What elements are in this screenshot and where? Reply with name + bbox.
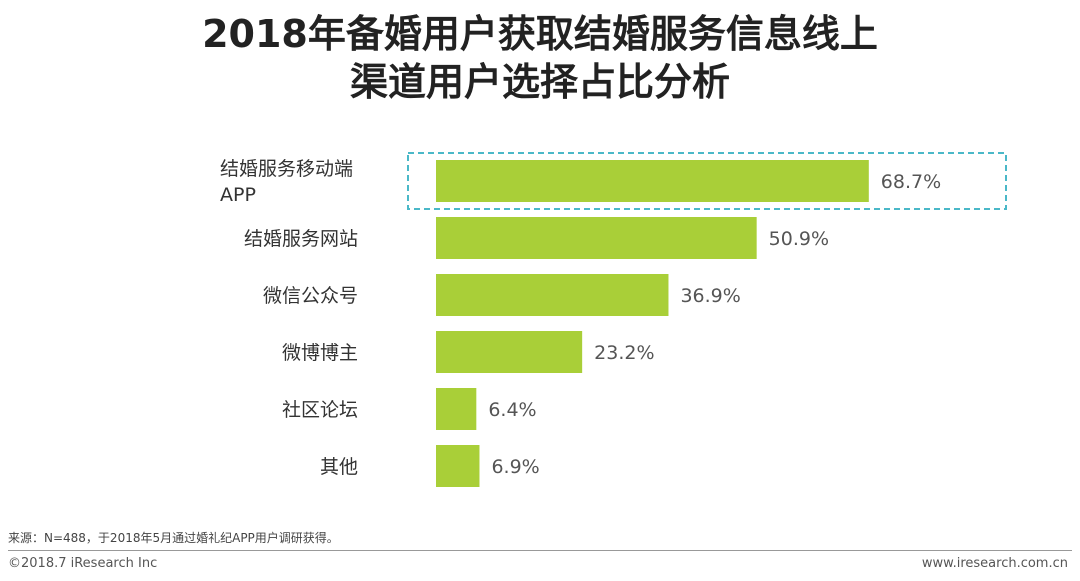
bar-4 xyxy=(436,388,477,430)
category-label-0-line-1: APP xyxy=(220,184,256,206)
bar-chart: 68.7% 结婚服务移动端 APP 50.9% 结婚服务网站 36.9% 微信公众号 23.2… xyxy=(220,152,1007,487)
website-link[interactable]: www.iresearch.com.cn xyxy=(921,556,1068,571)
bar-0 xyxy=(436,160,869,202)
value-label-4: 6.4% xyxy=(488,399,536,421)
highlight-box xyxy=(407,152,1007,210)
category-label-0-line-0: 结婚服务移动端 xyxy=(220,158,353,180)
data-source-note: 来源：N=488，于2018年5月通过婚礼纪APP用户调研获得。 xyxy=(8,531,339,545)
title-line-2: 渠道用户选择占比分析 xyxy=(349,60,730,104)
bar-1 xyxy=(436,217,757,259)
bar-5 xyxy=(436,445,480,487)
value-label-1: 50.9% xyxy=(769,228,829,250)
copyright-text: ©2018.7 iResearch Inc xyxy=(8,556,158,571)
category-label-2: 微信公众号 xyxy=(263,285,358,307)
bar-3 xyxy=(436,331,583,373)
value-label-5: 6.9% xyxy=(491,456,539,478)
value-label-3: 23.2% xyxy=(594,342,654,364)
value-label-0: 68.7% xyxy=(881,171,941,193)
category-label-1: 结婚服务网站 xyxy=(244,228,358,250)
category-label-5: 其他 xyxy=(320,456,358,478)
category-label-3: 微博博主 xyxy=(282,342,358,364)
bar-2 xyxy=(436,274,669,316)
category-label-4: 社区论坛 xyxy=(282,399,358,421)
chart-title: 2018年备婚用户获取结婚服务信息线上 渠道用户选择占比分析 xyxy=(0,10,1080,106)
title-line-1: 2018年备婚用户获取结婚服务信息线上 xyxy=(202,12,878,56)
footer-divider xyxy=(8,550,1072,551)
category-label-0: 结婚服务移动端 APP xyxy=(220,158,353,206)
value-label-2: 36.9% xyxy=(680,285,740,307)
